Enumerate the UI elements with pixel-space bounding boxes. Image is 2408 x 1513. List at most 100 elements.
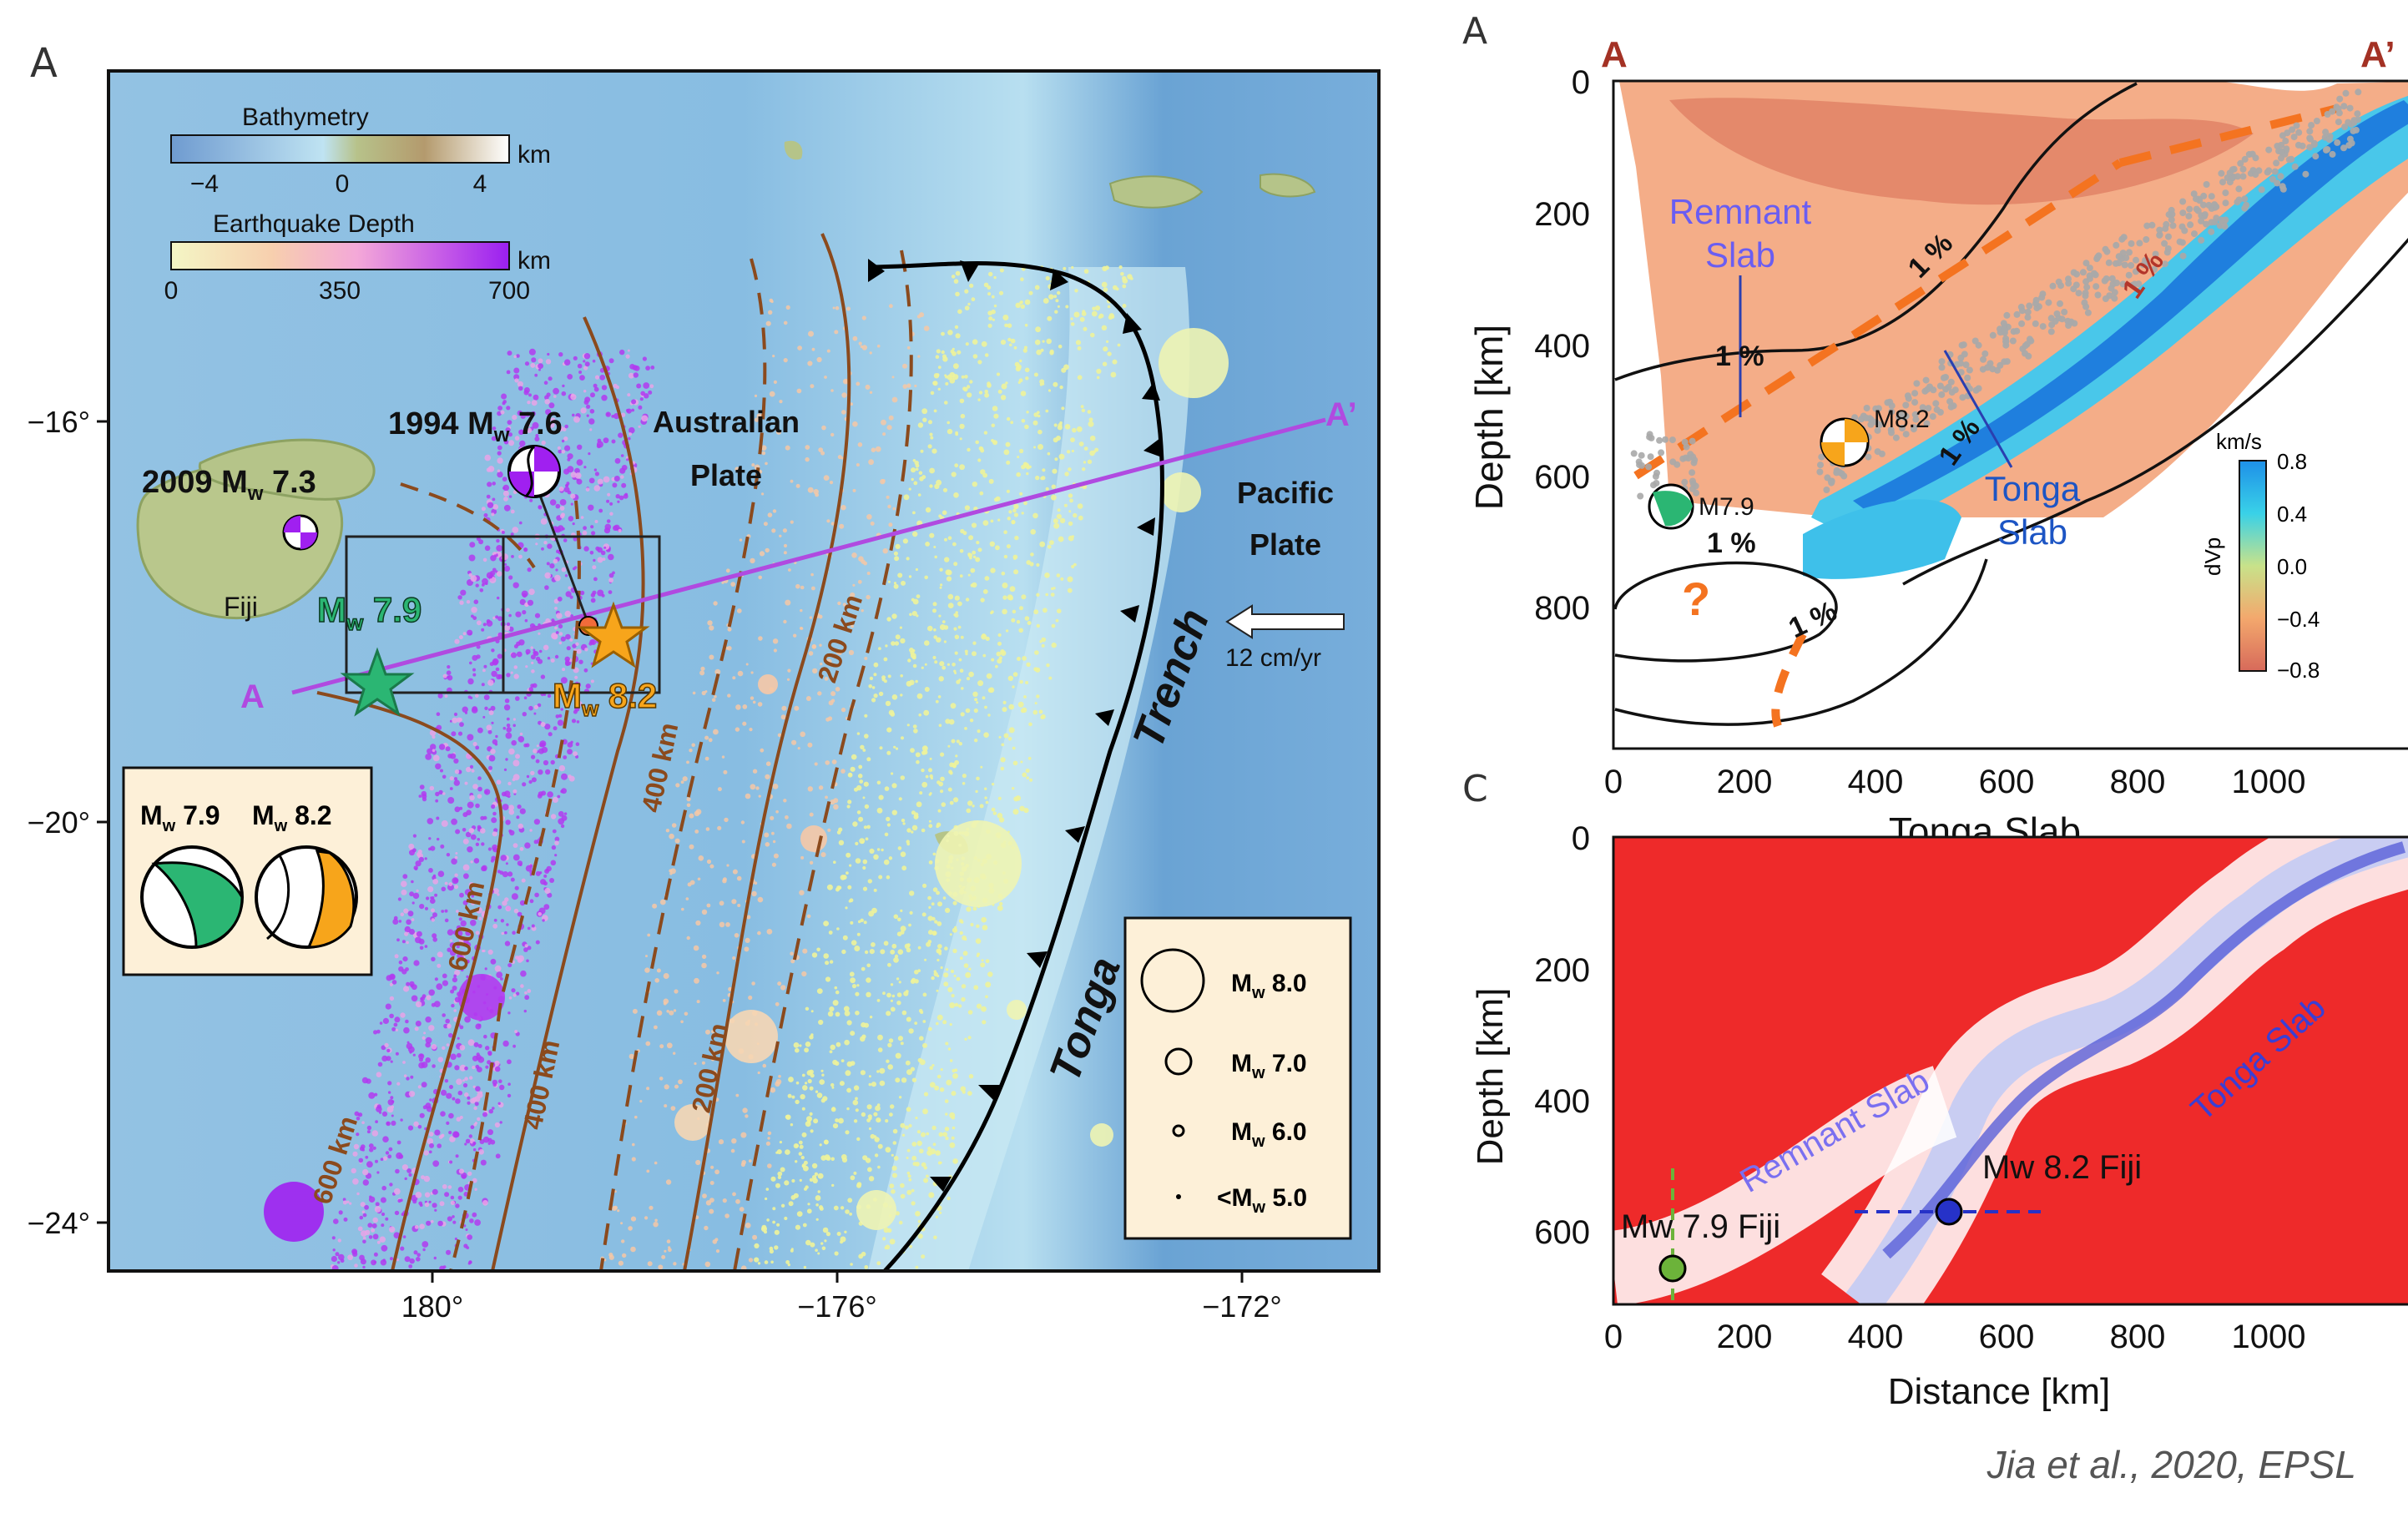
quake-dot — [764, 1260, 769, 1264]
quake-dot — [1005, 381, 1008, 385]
quake-dot — [954, 325, 959, 330]
quake-dot — [959, 549, 964, 553]
quake-dot — [896, 931, 902, 936]
quake-dot — [493, 918, 497, 922]
quake-dot — [490, 749, 496, 754]
quake-dot — [2325, 136, 2333, 144]
quake-dot — [2013, 327, 2021, 335]
quake-dot — [947, 663, 950, 666]
label-plate-australian: Plate — [690, 458, 762, 492]
quake-dot — [424, 1192, 431, 1198]
quake-dot — [454, 970, 461, 976]
quake-dot — [673, 1262, 677, 1266]
quake-dot — [735, 727, 740, 732]
quake-dot — [417, 1085, 422, 1089]
quake-dot — [331, 1255, 337, 1263]
quake-dot — [1910, 426, 1917, 433]
quake-dot — [577, 363, 583, 369]
quake-dot — [905, 1060, 911, 1066]
quake-dot — [775, 1151, 779, 1154]
quake-dot — [1026, 465, 1031, 470]
quake-dot — [512, 930, 516, 935]
quake-dot — [1026, 411, 1029, 414]
quake-dot — [2022, 342, 2029, 350]
quake-dot — [1975, 385, 1982, 392]
quake-dot — [444, 918, 449, 923]
quake-dot — [933, 1235, 937, 1240]
quake-dot — [1091, 310, 1098, 317]
quake-dot — [826, 884, 833, 890]
quake-dot — [1033, 372, 1038, 377]
quake-dot — [548, 402, 555, 409]
quake-dot — [984, 353, 989, 357]
quake-dot — [774, 1229, 780, 1235]
quake-dot — [1012, 746, 1016, 750]
quake-dot — [800, 627, 804, 630]
quake-dot — [848, 649, 855, 656]
quake-dot — [557, 446, 562, 451]
quake-dot — [412, 1199, 417, 1204]
quake-dot — [508, 613, 512, 618]
quake-dot — [911, 467, 916, 473]
quake-dot — [987, 971, 993, 977]
quake-dot — [780, 1203, 785, 1208]
quake-dot — [850, 1031, 856, 1036]
quake-dot — [424, 1202, 430, 1208]
quake-dot — [648, 390, 653, 395]
quake-dot — [1006, 460, 1011, 465]
quake-dot — [1087, 459, 1093, 464]
quake-dot — [1683, 443, 1690, 451]
quake-dot — [1951, 386, 1959, 394]
quake-dot — [1980, 356, 1986, 363]
quake-dot — [852, 1099, 859, 1106]
quake-dot — [522, 712, 527, 717]
quake-dot — [449, 942, 456, 949]
quake-dot — [790, 1123, 794, 1127]
quake-dot — [382, 1258, 386, 1262]
quake-dot — [1024, 424, 1029, 430]
quake-dot — [751, 890, 757, 897]
quake-dot — [972, 651, 977, 657]
quake-dot — [1057, 305, 1060, 308]
quake-dot — [891, 943, 897, 949]
quake-dot — [888, 856, 893, 860]
quake-dot — [924, 746, 927, 749]
quake-dot — [561, 814, 568, 821]
quake-dot — [977, 729, 981, 734]
quake-dot — [368, 1143, 374, 1148]
quake-dot — [757, 1262, 761, 1265]
quake-dot — [537, 703, 542, 708]
quake-dot — [966, 385, 971, 389]
quake-dot — [991, 423, 996, 428]
quake-dot — [2265, 167, 2273, 174]
quake-dot — [955, 270, 961, 276]
quake-dot — [2105, 259, 2113, 266]
quake-dot — [984, 392, 989, 398]
quake-dot — [2061, 308, 2068, 315]
quake-dot — [514, 378, 519, 383]
quake-dot — [902, 538, 908, 544]
quake-dot — [407, 910, 414, 917]
quake-dot — [957, 1004, 962, 1008]
quake-dot — [922, 417, 927, 422]
quake-dot — [401, 940, 406, 944]
quake-dot — [878, 647, 881, 650]
quake-dot — [959, 437, 962, 441]
quake-dot — [868, 1127, 872, 1131]
quake-dot — [858, 764, 863, 769]
quake-dot — [885, 644, 888, 648]
quake-dot — [2092, 283, 2100, 290]
quake-dot — [754, 881, 758, 885]
quake-dot — [819, 1206, 824, 1211]
quake-dot — [583, 366, 588, 371]
quake-dot — [722, 879, 727, 884]
quake-dot — [988, 271, 993, 277]
quake-dot — [1012, 685, 1015, 688]
quake-dot — [765, 1141, 771, 1146]
quake-dot — [449, 787, 453, 790]
quake-dot — [954, 1002, 959, 1007]
quake-dot — [1020, 277, 1024, 282]
quake-dot — [929, 1082, 936, 1088]
quake-dot — [939, 1087, 945, 1092]
quake-dot — [997, 796, 1002, 800]
